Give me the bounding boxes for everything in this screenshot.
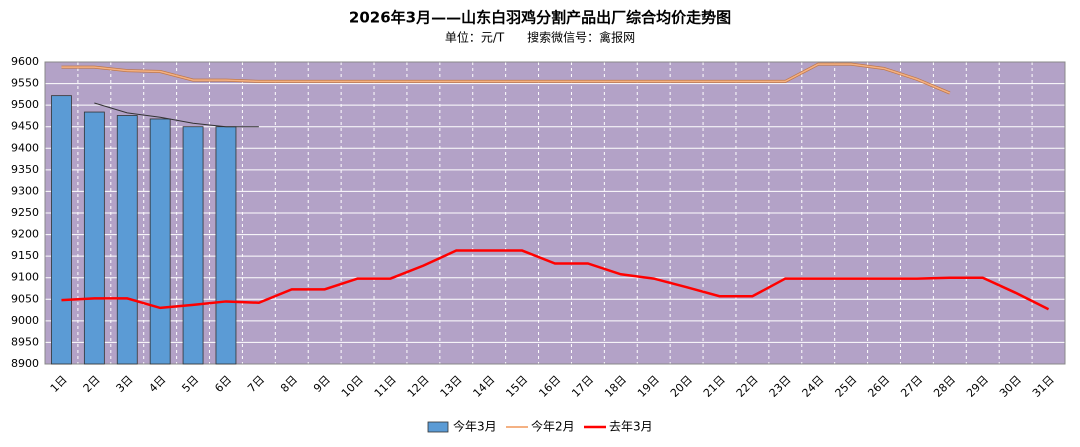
y-tick-label: 8900 (11, 357, 39, 370)
x-tick-label: 1日 (48, 373, 70, 395)
x-tick-label: 2日 (81, 373, 103, 395)
y-tick-label: 9550 (11, 77, 39, 90)
x-tick-label: 3日 (114, 373, 136, 395)
x-tick-label: 19日 (635, 373, 662, 400)
legend-label: 今年3月 (453, 419, 497, 434)
line (61, 63, 951, 94)
x-tick-label: 7日 (245, 373, 267, 395)
x-tick-label: 25日 (833, 373, 860, 400)
bar (182, 126, 204, 365)
x-tick-label: 6日 (212, 373, 234, 395)
chart-title: 2026年3月——山东白羽鸡分割产品出厂综合均价走势图 (349, 9, 731, 27)
x-tick-label: 21日 (701, 373, 728, 400)
bar (116, 115, 138, 365)
x-tick-label: 12日 (405, 373, 432, 400)
x-tick-label: 8日 (278, 373, 300, 395)
x-tick-label: 11日 (372, 373, 399, 400)
trend-line (94, 102, 259, 128)
x-tick-label: 27日 (898, 373, 925, 400)
y-tick-label: 9350 (11, 163, 39, 176)
x-tick-label: 30日 (997, 373, 1024, 400)
bar (149, 118, 171, 365)
x-tick-label: 18日 (602, 373, 629, 400)
chart-subtitle: 单位：元/T 搜索微信号：禽报网 (445, 30, 635, 45)
x-tick-label: 28日 (931, 373, 958, 400)
y-tick-label: 9250 (11, 206, 39, 219)
x-tick-label: 14日 (471, 373, 498, 400)
x-tick-label: 5日 (179, 373, 201, 395)
x-tick-label: 16日 (536, 373, 563, 400)
y-tick-label: 9300 (11, 184, 39, 197)
legend-label: 去年3月 (609, 420, 653, 434)
bar (51, 95, 72, 365)
y-tick-label: 9150 (11, 249, 39, 262)
y-tick-label: 8950 (11, 335, 39, 348)
y-tick-label: 9600 (11, 55, 39, 68)
x-tick-label: 20日 (668, 373, 695, 400)
x-tick-label: 31日 (1030, 373, 1057, 400)
y-tick-label: 9400 (11, 141, 39, 154)
bar (83, 111, 105, 365)
legend-label: 今年2月 (531, 419, 575, 434)
x-tick-label: 24日 (800, 373, 827, 400)
x-tick-label: 4日 (146, 373, 168, 395)
y-tick-label: 9100 (11, 271, 39, 284)
x-tick-label: 26日 (865, 373, 892, 400)
line (61, 249, 1050, 311)
x-tick-label: 22日 (734, 373, 761, 400)
y-tick-label: 9450 (11, 120, 39, 133)
y-tick-label: 9200 (11, 228, 39, 241)
y-tick-label: 9050 (11, 292, 39, 305)
y-tick-label: 9000 (11, 314, 39, 327)
bar (215, 126, 237, 365)
plot-border (44, 61, 1066, 365)
y-tick-label: 9500 (11, 98, 39, 111)
x-tick-label: 13日 (438, 373, 465, 400)
x-tick-label: 23日 (767, 373, 794, 400)
x-tick-label: 17日 (569, 373, 596, 400)
x-tick-label: 10日 (339, 373, 366, 400)
x-tick-label: 15日 (503, 373, 530, 400)
x-tick-label: 29日 (964, 373, 991, 400)
x-tick-label: 9日 (311, 373, 333, 395)
legend-swatch (427, 421, 449, 433)
